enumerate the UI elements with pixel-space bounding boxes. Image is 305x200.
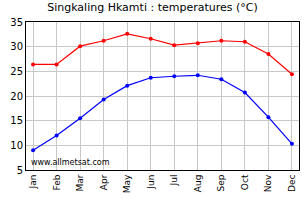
svg-text:Jan: Jan (28, 175, 38, 190)
svg-text:25: 25 (10, 66, 23, 77)
svg-text:Apr: Apr (99, 174, 109, 190)
svg-text:Feb: Feb (52, 174, 62, 190)
svg-text:Jul: Jul (169, 175, 179, 187)
svg-text:20: 20 (10, 91, 23, 102)
svg-text:May: May (122, 174, 132, 193)
svg-text:Dec: Dec (287, 175, 297, 192)
svg-text:5: 5 (17, 165, 23, 176)
svg-text:15: 15 (10, 115, 23, 126)
svg-text:Sep: Sep (216, 174, 226, 191)
svg-text:10: 10 (10, 140, 23, 151)
svg-text:Oct: Oct (240, 174, 250, 190)
svg-text:Mar: Mar (75, 174, 85, 191)
svg-text:Nov: Nov (263, 174, 273, 192)
svg-text:Jun: Jun (146, 175, 156, 190)
svg-text:35: 35 (10, 17, 23, 28)
svg-text:www.allmetsat.com: www.allmetsat.com (31, 158, 110, 167)
svg-text:30: 30 (10, 41, 23, 52)
svg-text:Aug: Aug (193, 175, 203, 193)
svg-text:Singkaling Hkamti : temperatur: Singkaling Hkamti : temperatures (°C) (47, 1, 258, 14)
